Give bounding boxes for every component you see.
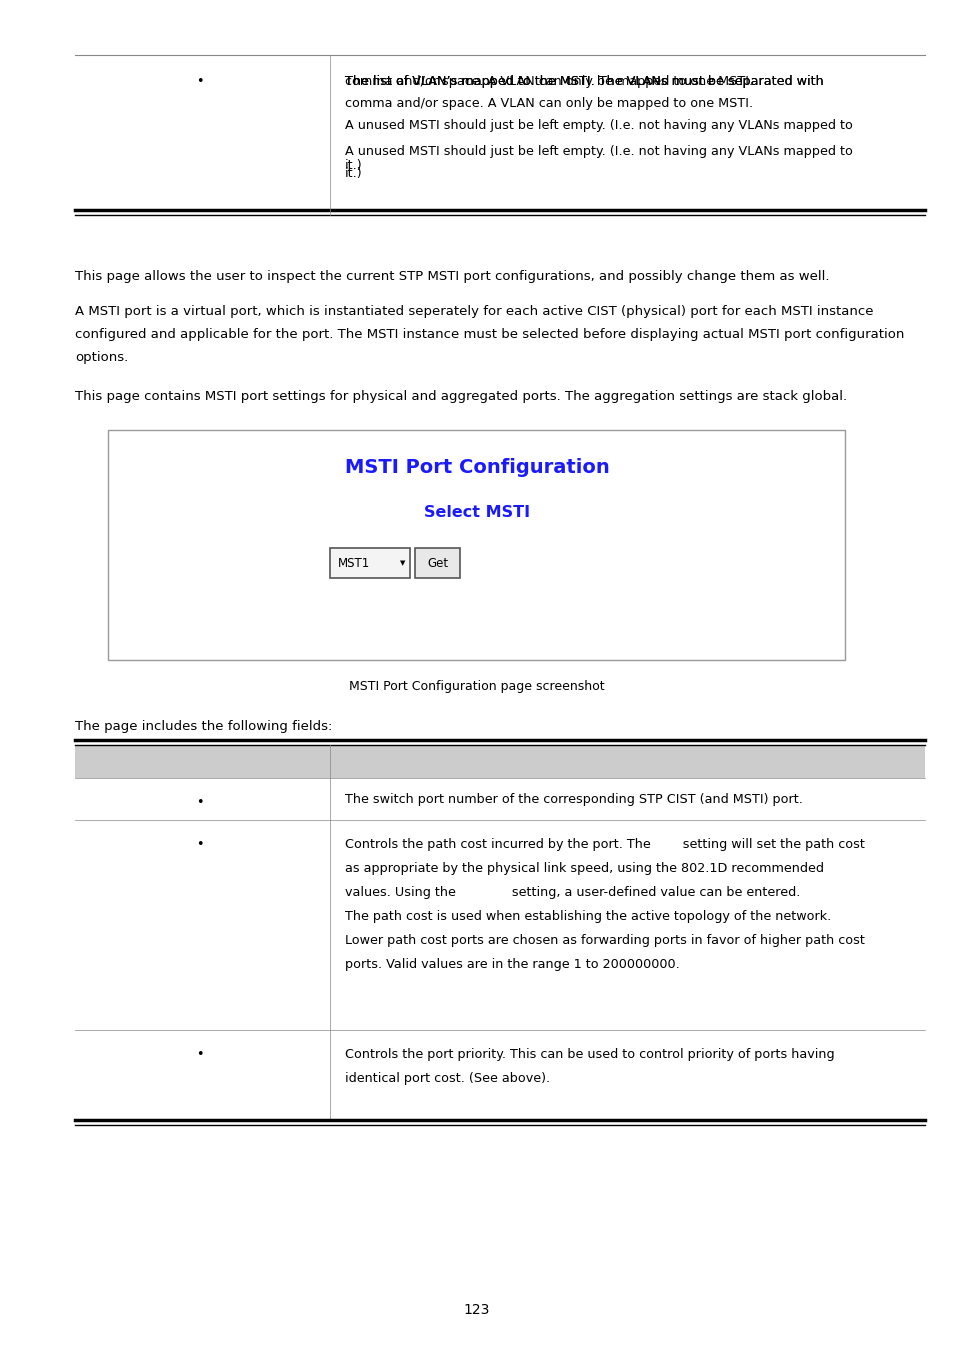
Text: Controls the path cost incurred by the port. The        setting will set the pat: Controls the path cost incurred by the p… bbox=[345, 838, 864, 850]
Text: A unused MSTI should just be left empty. (I.e. not having any VLANs mapped to: A unused MSTI should just be left empty.… bbox=[345, 119, 852, 132]
Text: Get: Get bbox=[427, 556, 448, 570]
Text: configured and applicable for the port. The MSTI instance must be selected befor: configured and applicable for the port. … bbox=[75, 328, 903, 342]
Text: Lower path cost ports are chosen as forwarding ports in favor of higher path cos: Lower path cost ports are chosen as forw… bbox=[345, 934, 864, 946]
Text: Controls the port priority. This can be used to control priority of ports having: Controls the port priority. This can be … bbox=[345, 1048, 834, 1061]
Text: comma and/or space. A VLAN can only be mapped to one MSTI.: comma and/or space. A VLAN can only be m… bbox=[345, 97, 752, 109]
Text: MSTI Port Configuration: MSTI Port Configuration bbox=[344, 458, 609, 477]
Text: The path cost is used when establishing the active topology of the network.: The path cost is used when establishing … bbox=[345, 910, 830, 923]
Text: it.): it.) bbox=[345, 167, 362, 180]
Text: as appropriate by the physical link speed, using the 802.1D recommended: as appropriate by the physical link spee… bbox=[345, 863, 823, 875]
Text: A MSTI port is a virtual port, which is instantiated seperately for each active : A MSTI port is a virtual port, which is … bbox=[75, 305, 873, 319]
Text: 123: 123 bbox=[463, 1303, 490, 1318]
Bar bbox=[330, 548, 410, 578]
Text: •: • bbox=[196, 796, 204, 809]
Text: identical port cost. (See above).: identical port cost. (See above). bbox=[345, 1072, 550, 1085]
Text: values. Using the              setting, a user-defined value can be entered.: values. Using the setting, a user-define… bbox=[345, 886, 800, 899]
Text: ports. Valid values are in the range 1 to 200000000.: ports. Valid values are in the range 1 t… bbox=[345, 958, 679, 971]
Text: A unused MSTI should just be left empty. (I.e. not having any VLANs mapped to: A unused MSTI should just be left empty.… bbox=[345, 144, 852, 158]
Text: This page allows the user to inspect the current STP MSTI port configurations, a: This page allows the user to inspect the… bbox=[75, 270, 828, 284]
Text: Select MSTI: Select MSTI bbox=[423, 505, 530, 520]
Bar bbox=[108, 431, 844, 660]
Bar bbox=[415, 548, 459, 578]
Text: options.: options. bbox=[75, 351, 128, 364]
Bar bbox=[75, 745, 924, 778]
Text: •: • bbox=[196, 838, 204, 850]
Text: •: • bbox=[196, 1048, 204, 1061]
Text: This page contains MSTI port settings for physical and aggregated ports. The agg: This page contains MSTI port settings fo… bbox=[75, 390, 846, 404]
Text: •: • bbox=[196, 76, 204, 88]
Text: The switch port number of the corresponding STP CIST (and MSTI) port.: The switch port number of the correspond… bbox=[345, 792, 802, 806]
Text: The page includes the following fields:: The page includes the following fields: bbox=[75, 720, 332, 733]
Text: ▼: ▼ bbox=[399, 560, 405, 566]
Text: The list of VLAN’s mapped to the MSTI. The VLANs must be separated with: The list of VLAN’s mapped to the MSTI. T… bbox=[345, 76, 822, 88]
Text: The list of VLAN’s mapped to the MSTI. The VLANs must be separated with: The list of VLAN’s mapped to the MSTI. T… bbox=[345, 76, 822, 88]
Text: MST1: MST1 bbox=[337, 556, 370, 570]
Text: it.): it.) bbox=[345, 159, 362, 171]
Text: comma and/or space. A VLAN can only be mapped to one MSTI.: comma and/or space. A VLAN can only be m… bbox=[345, 76, 752, 88]
Text: MSTI Port Configuration page screenshot: MSTI Port Configuration page screenshot bbox=[349, 680, 604, 693]
